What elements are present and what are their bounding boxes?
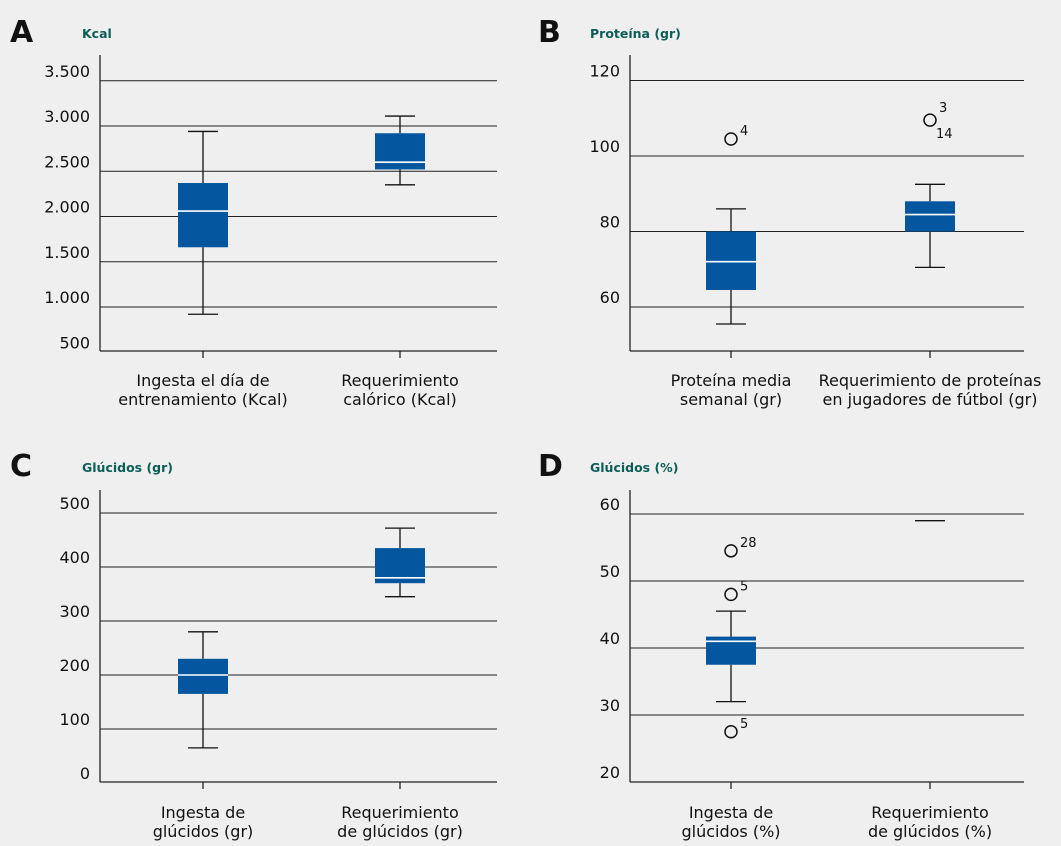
iqr-box: [178, 658, 228, 694]
outlier-label: 28: [740, 536, 757, 551]
boxplot-1: 4: [706, 124, 756, 325]
panel-letter: C: [10, 449, 32, 484]
category-label: Requerimiento: [871, 803, 988, 822]
outlier-label: 14: [936, 127, 953, 142]
y-tick-label: 300: [59, 602, 90, 621]
y-tick-label: 20: [600, 763, 620, 782]
iqr-box: [375, 133, 425, 170]
y-tick-label: 50: [600, 562, 620, 581]
boxplot-2: 3 14: [905, 101, 955, 269]
y-tick-label: 60: [600, 288, 620, 307]
y-tick-label: 120: [589, 62, 620, 81]
y-tick-label: 500: [59, 494, 90, 513]
y-tick-label: 200: [59, 656, 90, 675]
y-tick-label: 1.500: [44, 243, 90, 262]
category-label: glúcidos (gr): [153, 822, 254, 841]
panel-title: Kcal: [82, 26, 112, 41]
boxplot-2: [375, 115, 425, 186]
category-label: en jugadores de fútbol (gr): [823, 390, 1038, 409]
outlier-point: [724, 132, 738, 146]
iqr-box: [706, 231, 756, 291]
y-tick-label: 100: [589, 137, 620, 156]
y-tick-label: 40: [600, 629, 620, 648]
category-label: Proteína media: [671, 371, 792, 390]
category-label: de glúcidos (%): [868, 822, 992, 841]
y-tick-label: 80: [600, 213, 620, 232]
category-label: calórico (Kcal): [343, 390, 457, 409]
category-label: de glúcidos (gr): [337, 822, 463, 841]
outlier-point: [724, 725, 738, 739]
y-tick-label: 100: [59, 710, 90, 729]
category-label: semanal (gr): [680, 390, 782, 409]
panel-title: Glúcidos (gr): [82, 460, 173, 475]
category-label: Requerimiento de proteínas: [819, 371, 1042, 390]
panel-b: B Proteína (gr) 120 100 80 60 Proteína media…: [538, 15, 1041, 409]
boxplot-1: [178, 631, 228, 749]
y-tick-label: 500: [59, 333, 90, 352]
outlier-label: 5: [740, 579, 748, 594]
y-tick-label: 60: [600, 495, 620, 514]
outlier-point: [724, 587, 738, 602]
panel-title: Proteína (gr): [590, 26, 681, 41]
outlier-point: [923, 113, 937, 127]
y-tick-label: 3.000: [44, 107, 90, 126]
y-tick-label: 30: [600, 696, 620, 715]
y-tick-label: 2.000: [44, 198, 90, 217]
boxplot-1: [178, 130, 228, 315]
y-tick-label: 0: [80, 764, 90, 783]
panel-c: C Glúcidos (gr) 500 400 300 200 100 0 Ingesta …: [10, 449, 497, 841]
y-tick-label: 400: [59, 548, 90, 567]
panel-letter: D: [538, 449, 563, 484]
category-label: Ingesta de: [689, 803, 773, 822]
category-label: Requerimiento: [341, 371, 458, 390]
category-label: Ingesta de: [161, 803, 245, 822]
category-label: Ingesta el día de: [136, 371, 269, 390]
category-label: entrenamiento (Kcal): [118, 390, 287, 409]
iqr-box: [905, 201, 955, 232]
panel-a-plot: 3.500 3.000 2.500 2.000 1.500 1.000 500 Ingesta…: [44, 55, 497, 409]
panel-title: Glúcidos (%): [590, 460, 678, 475]
y-tick-label: 1.000: [44, 288, 90, 307]
outlier-point: [724, 544, 738, 558]
panel-a: A Kcal 3.500 3.000 2.500 2.000 1.500 1.000 500…: [10, 15, 497, 409]
panel-letter: B: [538, 15, 561, 50]
outlier-label: 5: [740, 717, 748, 732]
boxplot-1: 28 5 5: [706, 536, 757, 739]
panel-d: D Glúcidos (%) 60 50 40 30 20 Ingesta deglúci…: [538, 449, 1024, 841]
y-tick-label: 3.500: [44, 62, 90, 81]
boxplot-2: [375, 527, 425, 598]
panel-letter: A: [10, 15, 34, 50]
category-label: glúcidos (%): [681, 822, 780, 841]
iqr-box: [178, 183, 228, 248]
outlier-label: 4: [740, 124, 748, 139]
outlier-label: 3: [939, 101, 947, 116]
y-tick-label: 2.500: [44, 152, 90, 171]
category-label: Requerimiento: [341, 803, 458, 822]
